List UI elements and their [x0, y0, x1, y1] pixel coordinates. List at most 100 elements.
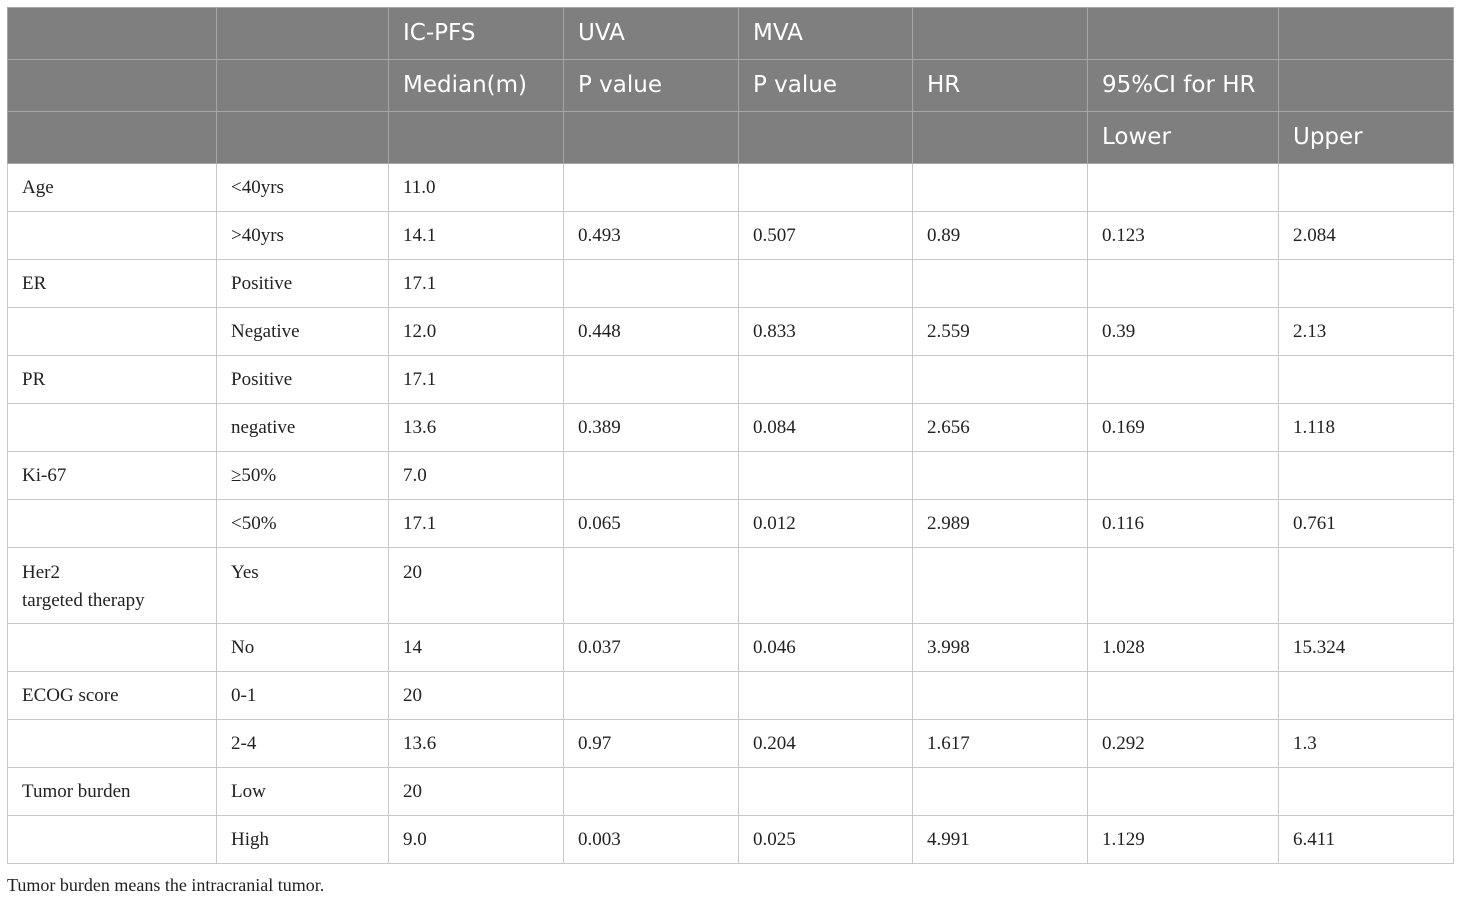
header-row-1: IC-PFS UVA MVA [7, 7, 1454, 60]
table-header: IC-PFS UVA MVA Median(m) P value P value… [7, 7, 1454, 164]
header-cell: P value [563, 59, 739, 112]
upper-cell: 0.761 [1278, 499, 1454, 548]
header-cell: P value [738, 59, 913, 112]
uva-p-cell [563, 451, 739, 500]
lower-cell [1087, 671, 1279, 720]
header-row-2: Median(m) P value P value HR 95%CI for H… [7, 59, 1454, 112]
median-cell: 17.1 [388, 499, 564, 548]
upper-cell [1278, 355, 1454, 404]
uva-p-cell [563, 355, 739, 404]
table-row: Tumor burden Low 20 [7, 767, 1454, 816]
upper-cell [1278, 671, 1454, 720]
level-cell: Yes [216, 547, 389, 624]
header-row-3: Lower Upper [7, 111, 1454, 164]
median-cell: 17.1 [388, 259, 564, 308]
variable-cell [7, 499, 217, 548]
hr-cell [912, 451, 1088, 500]
uva-p-cell [563, 259, 739, 308]
hr-cell: 4.991 [912, 815, 1088, 864]
header-cell [738, 111, 913, 164]
uva-p-cell: 0.003 [563, 815, 739, 864]
variable-cell-text: Her2 targeted therapy [22, 549, 216, 616]
lower-cell [1087, 451, 1279, 500]
header-cell: MVA [738, 7, 913, 60]
uva-p-cell: 0.97 [563, 719, 739, 768]
median-cell: 20 [388, 547, 564, 624]
variable-cell: ER [7, 259, 217, 308]
median-cell: 14 [388, 623, 564, 672]
header-cell [1278, 7, 1454, 60]
mva-p-cell [738, 451, 913, 500]
lower-cell [1087, 259, 1279, 308]
table-body: Age <40yrs 11.0 >40yrs 14.1 0.493 0.507 … [7, 163, 1454, 864]
mva-p-cell [738, 547, 913, 624]
header-cell [563, 111, 739, 164]
mva-p-cell: 0.012 [738, 499, 913, 548]
variable-line-1: Her2 [22, 562, 60, 583]
table-row: Age <40yrs 11.0 [7, 163, 1454, 212]
upper-cell [1278, 451, 1454, 500]
mva-p-cell [738, 259, 913, 308]
median-cell: 17.1 [388, 355, 564, 404]
variable-cell: Ki-67 [7, 451, 217, 500]
hr-cell: 1.617 [912, 719, 1088, 768]
level-cell: Positive [216, 355, 389, 404]
hr-cell: 3.998 [912, 623, 1088, 672]
uva-p-cell: 0.493 [563, 211, 739, 260]
level-cell: 2-4 [216, 719, 389, 768]
mva-p-cell [738, 767, 913, 816]
median-cell: 13.6 [388, 719, 564, 768]
uva-p-cell: 0.389 [563, 403, 739, 452]
table-row: ECOG score 0-1 20 [7, 671, 1454, 720]
upper-cell [1278, 767, 1454, 816]
variable-line-2: targeted therapy [22, 590, 145, 611]
header-cell: Median(m) [388, 59, 564, 112]
level-cell: >40yrs [216, 211, 389, 260]
variable-cell [7, 719, 217, 768]
median-cell: 12.0 [388, 307, 564, 356]
table-row: ER Positive 17.1 [7, 259, 1454, 308]
hr-cell [912, 163, 1088, 212]
table-footnote: Tumor burden means the intracranial tumo… [7, 875, 325, 895]
uva-p-cell: 0.448 [563, 307, 739, 356]
uva-p-cell: 0.065 [563, 499, 739, 548]
upper-cell: 15.324 [1278, 623, 1454, 672]
level-cell: Low [216, 767, 389, 816]
variable-cell: Tumor burden [7, 767, 217, 816]
hr-cell [912, 767, 1088, 816]
median-cell: 20 [388, 767, 564, 816]
level-cell: Positive [216, 259, 389, 308]
table-row: negative 13.6 0.389 0.084 2.656 0.169 1.… [7, 403, 1454, 452]
header-cell [912, 7, 1088, 60]
header-cell [7, 59, 217, 112]
uva-p-cell: 0.037 [563, 623, 739, 672]
lower-cell [1087, 163, 1279, 212]
uva-p-cell [563, 163, 739, 212]
variable-cell: Her2 targeted therapy [7, 547, 217, 624]
median-cell: 7.0 [388, 451, 564, 500]
lower-cell: 1.129 [1087, 815, 1279, 864]
uva-p-cell [563, 767, 739, 816]
header-cell [216, 59, 389, 112]
variable-cell [7, 403, 217, 452]
header-cell: Lower [1087, 111, 1279, 164]
lower-cell: 0.169 [1087, 403, 1279, 452]
median-text: 20 [403, 562, 422, 583]
upper-cell: 1.3 [1278, 719, 1454, 768]
level-cell: <40yrs [216, 163, 389, 212]
lower-cell: 0.39 [1087, 307, 1279, 356]
header-cell: HR [912, 59, 1088, 112]
hr-cell: 0.89 [912, 211, 1088, 260]
lower-cell: 0.123 [1087, 211, 1279, 260]
header-cell [1278, 59, 1454, 112]
mva-p-cell: 0.507 [738, 211, 913, 260]
mva-p-cell [738, 355, 913, 404]
header-cell: 95%CI for HR [1087, 59, 1279, 112]
variable-cell [7, 623, 217, 672]
median-cell: 14.1 [388, 211, 564, 260]
upper-cell: 2.084 [1278, 211, 1454, 260]
header-cell [912, 111, 1088, 164]
header-cell [7, 7, 217, 60]
median-cell: 13.6 [388, 403, 564, 452]
upper-cell [1278, 259, 1454, 308]
